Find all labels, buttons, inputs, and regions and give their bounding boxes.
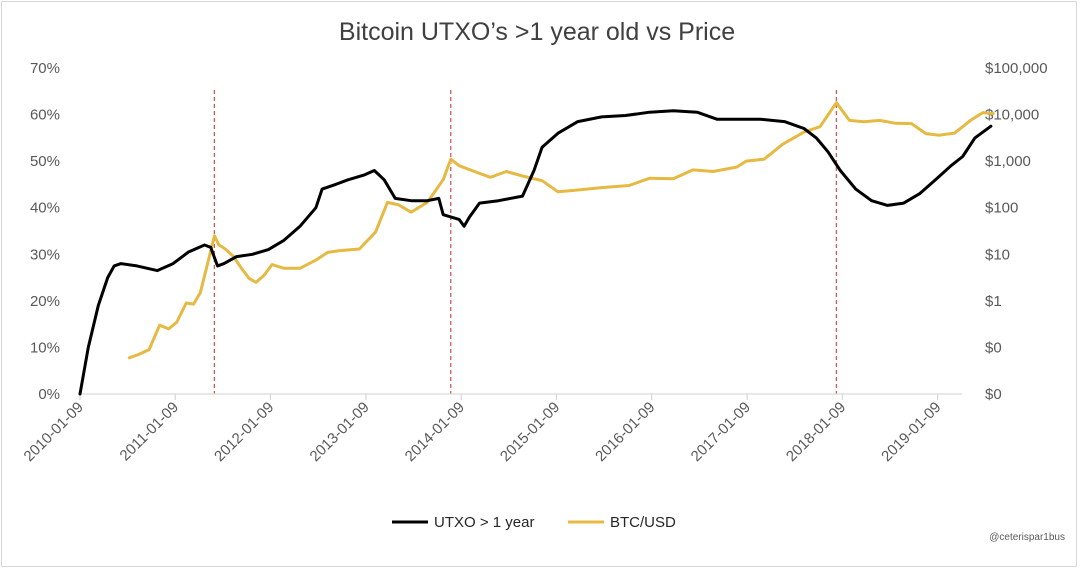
x-tick-label: 2011-01-09 <box>117 399 182 464</box>
x-axis: 2010-01-09 2011-01-09 2012-01-09 2013-01-09… <box>21 394 944 465</box>
x-tick-label: 2018-01-09 <box>783 399 849 465</box>
x-tick-label: 2019-01-09 <box>878 399 944 465</box>
utxo-line <box>78 109 993 396</box>
right-tick-label: $1,000 <box>985 153 1031 170</box>
legend-utxo-label: UTXO > 1 year <box>434 514 534 531</box>
x-tick-label: 2010-01-09 <box>21 399 87 465</box>
left-tick-label: 0% <box>38 386 60 403</box>
legend-btc-label: BTC/USD <box>610 514 676 531</box>
left-tick-label: 60% <box>30 107 60 124</box>
credit-text: @ceterispar1bus <box>989 532 1065 543</box>
chart-title: Bitcoin UTXO’s >1 year old vs Price <box>339 18 735 46</box>
left-tick-label: 30% <box>30 246 60 263</box>
left-tick-label: 20% <box>30 293 60 310</box>
right-tick-label: $10,000 <box>985 107 1039 124</box>
series-lines <box>78 101 995 396</box>
right-tick-label: $0 <box>985 339 1002 356</box>
right-axis: $0 $0 $1 $10 $100 $1,000 $10,000 $100,000 <box>985 60 1048 403</box>
right-tick-label: $1 <box>985 293 1002 310</box>
right-tick-label: $100 <box>985 200 1018 217</box>
annotation-lines <box>213 90 838 394</box>
right-tick-label: $10 <box>985 246 1010 263</box>
x-tick-label: 2014-01-09 <box>402 399 468 465</box>
left-tick-label: 50% <box>30 153 60 170</box>
x-tick-label: 2015-01-09 <box>497 399 563 465</box>
left-axis: 0% 10% 20% 30% 40% 50% 60% 70% <box>30 60 60 403</box>
x-tick-label: 2012-01-09 <box>211 399 277 465</box>
legend: UTXO > 1 year BTC/USD <box>392 514 676 531</box>
right-tick-label: $100,000 <box>985 60 1048 77</box>
x-tick-label: 2017-01-09 <box>688 399 754 465</box>
x-tick-label: 2013-01-09 <box>307 399 373 465</box>
left-tick-label: 10% <box>30 339 60 356</box>
left-tick-label: 40% <box>30 200 60 217</box>
right-tick-label: $0 <box>985 386 1002 403</box>
x-tick-label: 2016-01-09 <box>592 399 658 465</box>
left-tick-label: 70% <box>30 60 60 77</box>
btc-usd-line <box>127 101 995 360</box>
